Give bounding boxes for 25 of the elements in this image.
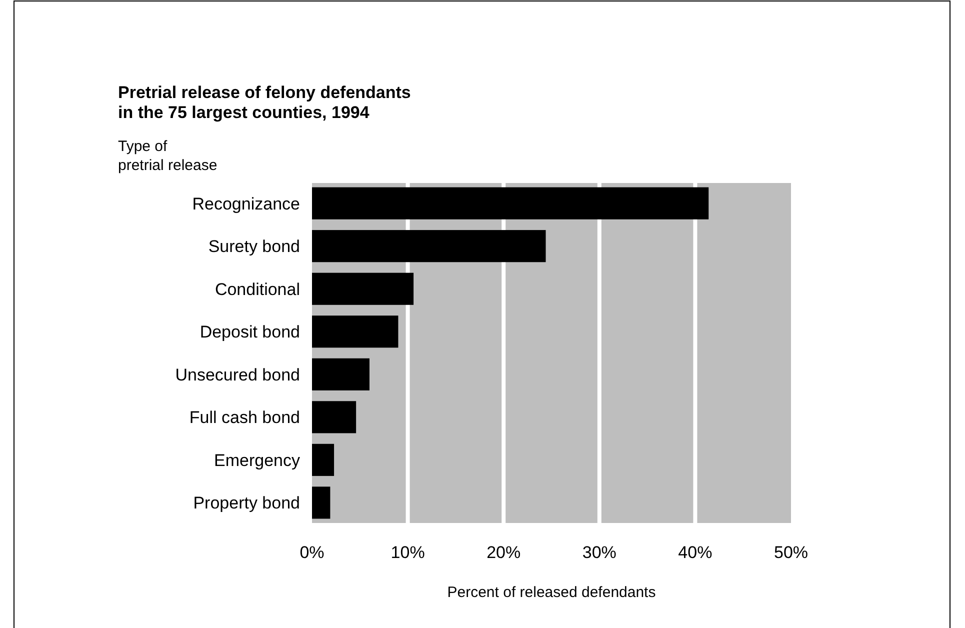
x-tick-label: 40%: [678, 543, 712, 562]
bar: [312, 486, 330, 519]
y-tick-label: Property bond: [193, 494, 300, 513]
y-tick-label: Recognizance: [192, 194, 300, 214]
y-tick-label: Unsecured bond: [175, 365, 300, 384]
y-tick-label: Surety bond: [208, 237, 300, 256]
bar: [312, 187, 709, 220]
y-tick-label: Deposit bond: [200, 322, 300, 342]
y-tick-label: Full cash bond: [189, 408, 300, 428]
bar: [312, 358, 370, 390]
x-tick-label: 50%: [774, 543, 808, 562]
bar: [312, 401, 356, 434]
bar: [312, 230, 546, 262]
bar: [312, 316, 398, 348]
x-tick-label: 20%: [486, 543, 521, 562]
y-axis-title: Type of pretrial release: [118, 138, 218, 174]
chart-title: Pretrial release of felony defendants in the 75 largest counties, 1994: [118, 83, 411, 122]
x-tick-label: 10%: [390, 543, 425, 562]
x-tick-label: 0%: [300, 543, 324, 562]
bar: [312, 272, 414, 305]
y-tick-label: Emergency: [214, 450, 300, 470]
x-tick-label: 30%: [582, 543, 616, 562]
y-tick-label: Conditional: [214, 280, 300, 299]
bar: [312, 444, 334, 476]
x-axis-title: Percent of released defendants: [447, 584, 656, 601]
